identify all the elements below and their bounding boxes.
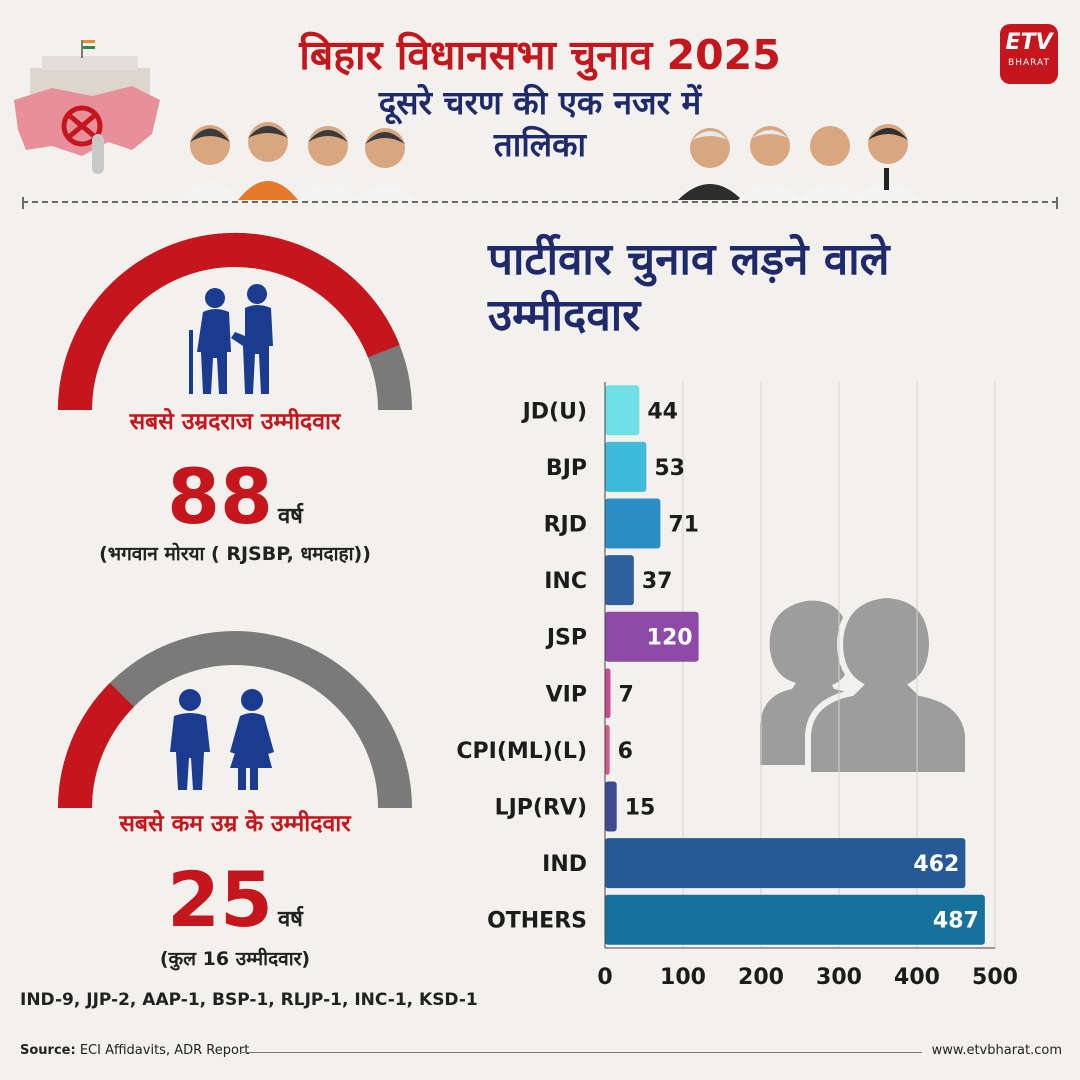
bar-vip	[605, 668, 611, 719]
youngest-age-unit: वर्ष	[277, 907, 303, 932]
category-label: OTHERS	[487, 909, 587, 934]
oldest-detail: (भगवान मोरया ( RJSBP, धमदाहा))	[99, 543, 371, 565]
category-label: INC	[544, 569, 587, 594]
footer-divider	[240, 1052, 922, 1053]
category-label: JSP	[545, 626, 587, 651]
x-tick-label: 200	[738, 965, 784, 990]
page-subtitle: दूसरे चरण की एक नजर में तालिका	[0, 82, 1080, 166]
subtitle-line-1: दूसरे चरण की एक नजर में	[378, 83, 702, 122]
oldest-age-value: 88	[167, 452, 273, 541]
category-label: IND	[542, 852, 587, 877]
assembly-illustration	[12, 38, 162, 188]
oldest-label: सबसे उम्रदराज उम्मीदवार	[129, 409, 341, 435]
data-label: 7	[618, 682, 633, 707]
data-label: 487	[933, 909, 979, 934]
gauge-fill	[58, 682, 135, 809]
bar-chart-svg: JD(U) 44 BJP 53 RJD 71 INC 37 JSP 120 VIP 7 CPI(ML)(…	[456, 382, 1018, 990]
chart-heading-line-1: पार्टीवार चुनाव लड़ने वाले	[488, 234, 890, 285]
data-label: 15	[625, 796, 656, 821]
youngest-age-value: 25	[167, 855, 273, 944]
youngest-label: सबसे कम उम्र के उम्मीदवार	[119, 811, 351, 837]
youngest-detail: (कुल 16 उम्मीदवार)	[159, 948, 311, 970]
source-text: ECI Affidavits, ADR Report	[79, 1043, 250, 1058]
bar-inc	[605, 555, 634, 606]
oldest-age-block: 88 वर्ष	[0, 452, 470, 541]
logo-subtext: BHARAT	[1008, 58, 1050, 68]
bar-cpi-ml-l-	[605, 724, 610, 775]
party-bar-chart: JD(U) 44 BJP 53 RJD 71 INC 37 JSP 120 VIP 7 CPI(ML)(…	[440, 370, 1060, 990]
people-silhouette-icon	[722, 585, 972, 778]
bar-ljp-rv-	[605, 781, 617, 832]
category-label: LJP(RV)	[495, 796, 587, 821]
oldest-age-unit: वर्ष	[277, 504, 303, 529]
source-note: Source: ECI Affidavits, ADR Report	[20, 1043, 249, 1058]
youngest-party-breakdown: IND-9, JJP-2, AAP-1, BSP-1, RLJP-1, INC-…	[20, 990, 478, 1010]
bar-others	[605, 894, 985, 945]
logo-text: ETV	[1005, 30, 1053, 55]
source-label: Source:	[20, 1043, 76, 1058]
flag-icon	[81, 40, 95, 58]
youngest-gauge	[45, 618, 425, 818]
subtitle-line-2: तालिका	[493, 125, 587, 164]
chart-heading: पार्टीवार चुनाव लड़ने वाले उम्मीदवार	[488, 232, 889, 344]
x-tick-label: 0	[597, 965, 612, 990]
elderly-couple-icon	[185, 282, 285, 400]
x-tick-label: 300	[816, 965, 862, 990]
data-label: 462	[913, 852, 959, 877]
chart-heading-line-2: उम्मीदवार	[488, 290, 641, 341]
bar-jd-u-	[605, 385, 640, 436]
x-tick-label: 500	[972, 965, 1018, 990]
data-label: 53	[654, 456, 685, 481]
category-label: JD(U)	[521, 399, 587, 424]
category-label: BJP	[546, 456, 587, 481]
young-couple-icon	[160, 688, 285, 793]
data-label: 37	[642, 569, 673, 594]
etv-bharat-logo: ETV BHARAT	[1000, 24, 1058, 84]
leaders-left-portraits	[180, 110, 425, 200]
bar-jsp	[605, 611, 699, 662]
data-label: 6	[618, 739, 633, 764]
x-tick-label: 400	[894, 965, 940, 990]
data-label: 71	[668, 513, 699, 538]
youngest-age-block: 25 वर्ष	[0, 855, 470, 944]
bar-ind	[605, 838, 966, 889]
x-tick-label: 100	[660, 965, 706, 990]
data-label: 120	[647, 626, 693, 651]
website-link[interactable]: www.etvbharat.com	[931, 1043, 1062, 1058]
header-divider	[22, 197, 1058, 209]
bar-bjp	[605, 441, 647, 492]
oldest-gauge	[45, 220, 425, 420]
gauge-fill	[58, 232, 400, 411]
page-title: बिहार विधानसभा चुनाव 2025	[299, 31, 781, 79]
ballot-stamp-icon	[61, 105, 104, 174]
category-label: VIP	[546, 682, 587, 707]
leaders-right-portraits	[670, 110, 930, 200]
category-label: CPI(ML)(L)	[456, 739, 587, 764]
bar-rjd	[605, 498, 661, 549]
data-label: 44	[647, 399, 678, 424]
category-label: RJD	[544, 513, 587, 538]
